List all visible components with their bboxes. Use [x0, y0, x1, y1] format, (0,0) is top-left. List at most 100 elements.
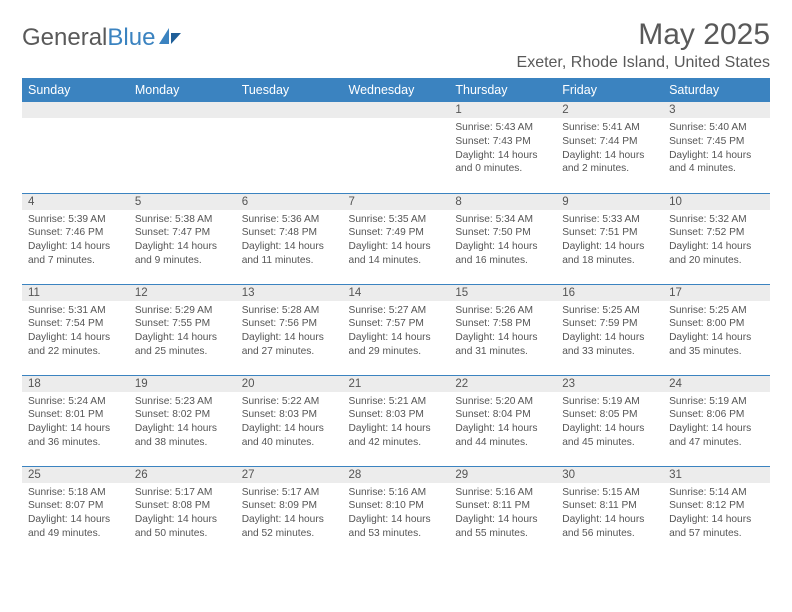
day-content: Sunrise: 5:15 AMSunset: 8:11 PMDaylight:…	[556, 483, 663, 545]
day-line: and 27 minutes.	[242, 345, 337, 359]
day-line: Sunset: 7:47 PM	[135, 226, 230, 240]
day-line: Sunset: 7:48 PM	[242, 226, 337, 240]
day-line: and 11 minutes.	[242, 254, 337, 268]
day-content: Sunrise: 5:22 AMSunset: 8:03 PMDaylight:…	[236, 392, 343, 454]
day-line: Sunset: 8:11 PM	[455, 499, 550, 513]
day-line: Sunrise: 5:34 AM	[455, 213, 550, 227]
day-line: Sunset: 8:02 PM	[135, 408, 230, 422]
day-line: Daylight: 14 hours	[349, 513, 444, 527]
day-line: Sunset: 8:12 PM	[669, 499, 764, 513]
day-number: 26	[129, 467, 236, 483]
day-line: Sunset: 7:55 PM	[135, 317, 230, 331]
weekday-header: Monday	[129, 78, 236, 102]
day-line: and 45 minutes.	[562, 436, 657, 450]
day-content: Sunrise: 5:20 AMSunset: 8:04 PMDaylight:…	[449, 392, 556, 454]
day-line: Daylight: 14 hours	[669, 149, 764, 163]
calendar-cell	[22, 102, 129, 193]
month-title: May 2025	[517, 18, 770, 52]
day-line: Sunrise: 5:27 AM	[349, 304, 444, 318]
day-line: Sunrise: 5:14 AM	[669, 486, 764, 500]
day-line: Sunrise: 5:25 AM	[669, 304, 764, 318]
day-line: Sunrise: 5:16 AM	[455, 486, 550, 500]
weekday-header-row: SundayMondayTuesdayWednesdayThursdayFrid…	[22, 78, 770, 102]
day-line: Sunrise: 5:32 AM	[669, 213, 764, 227]
calendar-cell: 1Sunrise: 5:43 AMSunset: 7:43 PMDaylight…	[449, 102, 556, 193]
day-line: Sunset: 7:44 PM	[562, 135, 657, 149]
day-content: Sunrise: 5:34 AMSunset: 7:50 PMDaylight:…	[449, 210, 556, 272]
calendar-cell: 22Sunrise: 5:20 AMSunset: 8:04 PMDayligh…	[449, 375, 556, 466]
day-line: Daylight: 14 hours	[562, 240, 657, 254]
day-content: Sunrise: 5:39 AMSunset: 7:46 PMDaylight:…	[22, 210, 129, 272]
day-line: Sunset: 7:50 PM	[455, 226, 550, 240]
calendar-cell: 20Sunrise: 5:22 AMSunset: 8:03 PMDayligh…	[236, 375, 343, 466]
day-line: and 2 minutes.	[562, 162, 657, 176]
day-number	[236, 102, 343, 118]
calendar-cell: 18Sunrise: 5:24 AMSunset: 8:01 PMDayligh…	[22, 375, 129, 466]
day-line: Daylight: 14 hours	[242, 422, 337, 436]
day-line: and 56 minutes.	[562, 527, 657, 541]
day-line: Sunrise: 5:19 AM	[669, 395, 764, 409]
calendar-cell: 12Sunrise: 5:29 AMSunset: 7:55 PMDayligh…	[129, 284, 236, 375]
day-line: Daylight: 14 hours	[28, 331, 123, 345]
day-content: Sunrise: 5:43 AMSunset: 7:43 PMDaylight:…	[449, 118, 556, 180]
weekday-header: Sunday	[22, 78, 129, 102]
day-line: Daylight: 14 hours	[242, 240, 337, 254]
day-line: Sunset: 7:45 PM	[669, 135, 764, 149]
day-content	[236, 118, 343, 125]
header: GeneralBlue May 2025 Exeter, Rhode Islan…	[22, 18, 770, 72]
day-line: Daylight: 14 hours	[455, 331, 550, 345]
day-content: Sunrise: 5:14 AMSunset: 8:12 PMDaylight:…	[663, 483, 770, 545]
day-number: 23	[556, 376, 663, 392]
day-line: Daylight: 14 hours	[135, 331, 230, 345]
day-line: Daylight: 14 hours	[669, 513, 764, 527]
calendar-cell: 21Sunrise: 5:21 AMSunset: 8:03 PMDayligh…	[343, 375, 450, 466]
day-line: Sunrise: 5:43 AM	[455, 121, 550, 135]
calendar-week-row: 18Sunrise: 5:24 AMSunset: 8:01 PMDayligh…	[22, 375, 770, 466]
day-line: Sunset: 7:54 PM	[28, 317, 123, 331]
day-content: Sunrise: 5:38 AMSunset: 7:47 PMDaylight:…	[129, 210, 236, 272]
calendar-body: 1Sunrise: 5:43 AMSunset: 7:43 PMDaylight…	[22, 102, 770, 557]
calendar-cell: 2Sunrise: 5:41 AMSunset: 7:44 PMDaylight…	[556, 102, 663, 193]
day-line: Daylight: 14 hours	[349, 331, 444, 345]
calendar-cell	[129, 102, 236, 193]
calendar-cell: 7Sunrise: 5:35 AMSunset: 7:49 PMDaylight…	[343, 193, 450, 284]
day-line: Sunset: 7:59 PM	[562, 317, 657, 331]
day-line: Sunrise: 5:41 AM	[562, 121, 657, 135]
day-line: Sunset: 8:10 PM	[349, 499, 444, 513]
calendar-cell: 5Sunrise: 5:38 AMSunset: 7:47 PMDaylight…	[129, 193, 236, 284]
day-number: 10	[663, 194, 770, 210]
day-number	[343, 102, 450, 118]
day-number: 15	[449, 285, 556, 301]
day-line: Sunrise: 5:40 AM	[669, 121, 764, 135]
day-line: and 4 minutes.	[669, 162, 764, 176]
calendar-cell: 9Sunrise: 5:33 AMSunset: 7:51 PMDaylight…	[556, 193, 663, 284]
day-line: Daylight: 14 hours	[562, 513, 657, 527]
day-line: Daylight: 14 hours	[455, 422, 550, 436]
weekday-header: Friday	[556, 78, 663, 102]
title-block: May 2025 Exeter, Rhode Island, United St…	[517, 18, 770, 72]
day-line: and 38 minutes.	[135, 436, 230, 450]
day-line: Sunset: 7:46 PM	[28, 226, 123, 240]
weekday-header: Wednesday	[343, 78, 450, 102]
day-line: and 33 minutes.	[562, 345, 657, 359]
day-line: Sunrise: 5:36 AM	[242, 213, 337, 227]
day-line: and 16 minutes.	[455, 254, 550, 268]
day-content: Sunrise: 5:21 AMSunset: 8:03 PMDaylight:…	[343, 392, 450, 454]
day-line: Sunrise: 5:33 AM	[562, 213, 657, 227]
day-line: Sunset: 7:57 PM	[349, 317, 444, 331]
day-line: Daylight: 14 hours	[455, 513, 550, 527]
day-content	[343, 118, 450, 125]
calendar-cell: 28Sunrise: 5:16 AMSunset: 8:10 PMDayligh…	[343, 466, 450, 557]
day-content: Sunrise: 5:25 AMSunset: 8:00 PMDaylight:…	[663, 301, 770, 363]
calendar-cell: 3Sunrise: 5:40 AMSunset: 7:45 PMDaylight…	[663, 102, 770, 193]
day-number: 31	[663, 467, 770, 483]
day-number: 29	[449, 467, 556, 483]
calendar-cell: 25Sunrise: 5:18 AMSunset: 8:07 PMDayligh…	[22, 466, 129, 557]
day-line: Daylight: 14 hours	[669, 422, 764, 436]
calendar-cell: 19Sunrise: 5:23 AMSunset: 8:02 PMDayligh…	[129, 375, 236, 466]
day-line: Daylight: 14 hours	[562, 149, 657, 163]
day-line: and 49 minutes.	[28, 527, 123, 541]
calendar-cell: 29 Sunrise: 5:16 AMSunset: 8:11 PMDayligh…	[449, 466, 556, 557]
calendar-week-row: 1Sunrise: 5:43 AMSunset: 7:43 PMDaylight…	[22, 102, 770, 193]
day-line: Sunrise: 5:21 AM	[349, 395, 444, 409]
